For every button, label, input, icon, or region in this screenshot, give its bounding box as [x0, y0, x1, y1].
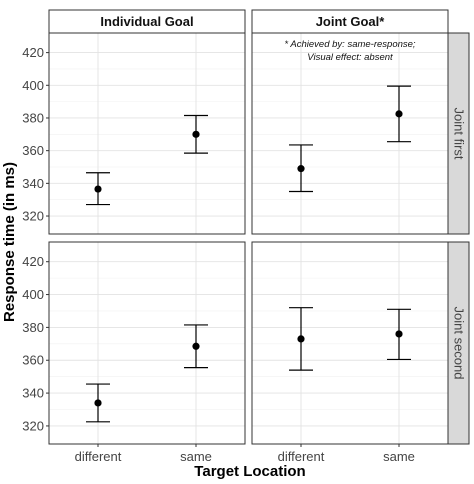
x-tick-label: same — [180, 449, 212, 464]
mean-point — [94, 399, 102, 407]
y-tick-label: 340 — [22, 386, 44, 401]
mean-point — [192, 342, 200, 350]
row-strip-label: Joint first — [452, 107, 467, 159]
mean-point — [192, 130, 200, 138]
panel-border — [48, 241, 246, 445]
y-axis-title: Response time (in ms) — [1, 162, 18, 322]
panel-background — [252, 242, 448, 444]
panel-background — [49, 242, 245, 444]
x-tick-label: different — [75, 449, 122, 464]
mean-point — [395, 330, 403, 338]
x-tick-label: same — [383, 449, 415, 464]
y-tick-label: 420 — [22, 254, 44, 269]
y-tick-label: 340 — [22, 176, 44, 191]
y-tick-label: 360 — [22, 353, 44, 368]
row-strip-label: Joint second — [452, 307, 467, 380]
panels-layer: Individual Goal Joint Goal* Joint first Joi… — [22, 9, 470, 464]
y-tick-label: 420 — [22, 45, 44, 60]
annotation-line-1: * Achieved by: same-response; — [284, 39, 415, 50]
annotation-line-2: Visual effect: absent — [307, 52, 393, 63]
mean-point — [94, 185, 102, 193]
panel-background — [252, 33, 448, 234]
column-strip — [251, 9, 449, 34]
mean-point — [297, 165, 305, 173]
y-tick-label: 380 — [22, 320, 44, 335]
y-tick-label: 320 — [22, 418, 44, 433]
column-strip — [48, 9, 246, 34]
mean-point — [395, 110, 403, 118]
y-tick-label: 400 — [22, 78, 44, 93]
column-strip-label: Joint Goal* — [316, 14, 386, 29]
row-strip — [447, 32, 470, 235]
text-layer: Target Location Response time (in ms) — [1, 162, 306, 480]
y-tick-label: 360 — [22, 143, 44, 158]
panel-background — [49, 33, 245, 234]
y-tick-label: 400 — [22, 287, 44, 302]
x-tick-label: different — [278, 449, 325, 464]
column-strip-label: Individual Goal — [100, 14, 193, 29]
y-tick-label: 380 — [22, 110, 44, 125]
x-axis-title: Target Location — [194, 463, 305, 480]
y-tick-label: 320 — [22, 209, 44, 224]
mean-point — [297, 335, 305, 343]
row-strip — [447, 241, 470, 445]
